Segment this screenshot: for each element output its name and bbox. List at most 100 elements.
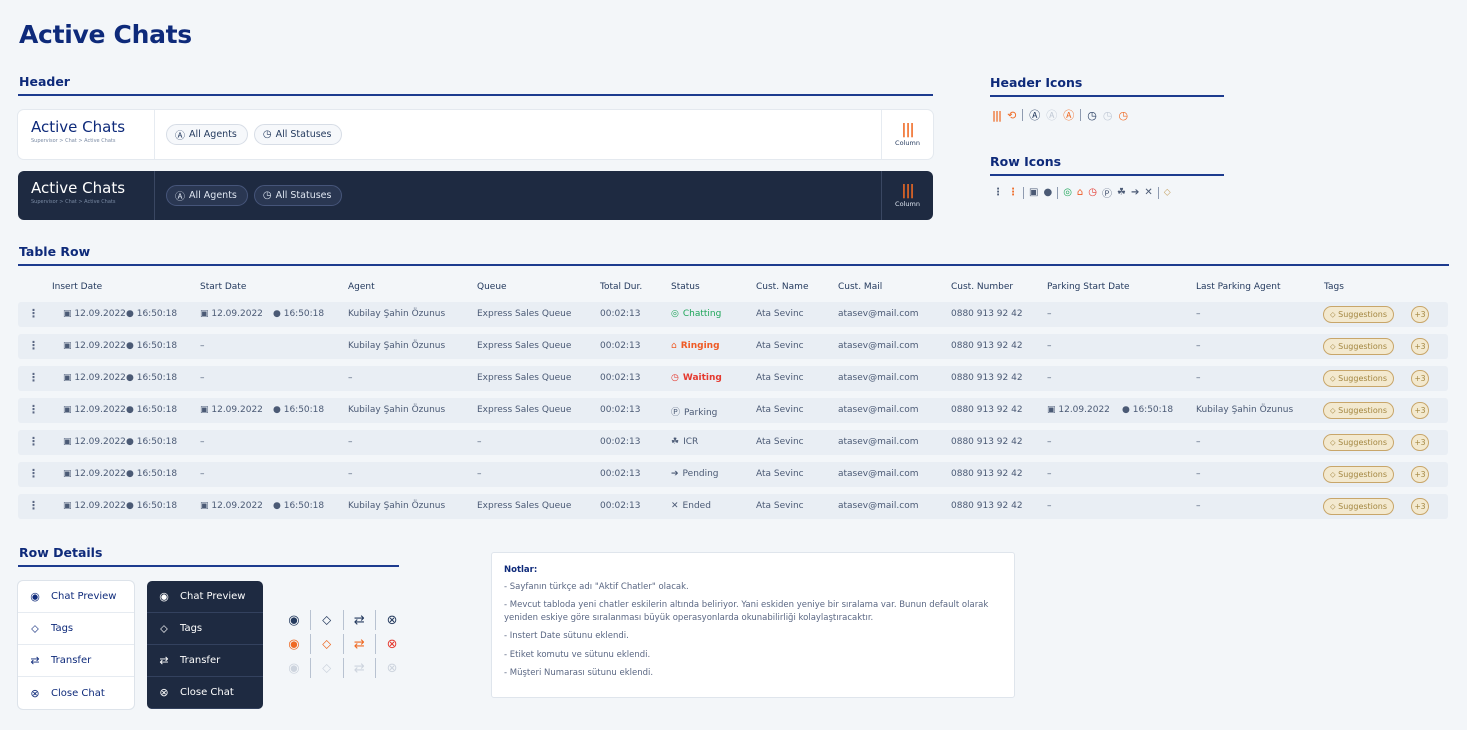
column-header[interactable]: Cust. Mail — [838, 282, 883, 292]
transfer-menu-item[interactable]: ⇄ Transfer — [147, 645, 263, 677]
column-header[interactable]: Total Dur. — [600, 282, 643, 292]
close-chat-menu-item[interactable]: ⊗ Close Chat — [18, 677, 134, 709]
more-tags-badge[interactable]: +3 — [1411, 370, 1429, 387]
kebab-icon[interactable]: ⋮ — [28, 435, 39, 448]
cell-insert-time: ● 16:50:18 — [126, 341, 178, 351]
chip-label: All Agents — [189, 129, 237, 140]
menu-item-label: Close Chat — [51, 687, 105, 699]
column-button[interactable]: ||| Column — [881, 110, 933, 159]
cell-queue: Express Sales Queue — [477, 341, 572, 351]
table-header: Insert Date Start Date Agent Queue Total… — [18, 282, 1448, 294]
tags-menu-item[interactable]: ⬦ Tags — [147, 613, 263, 645]
kebab-icon[interactable]: ⋮ — [28, 307, 39, 320]
tags-menu-item[interactable]: ⬦ Tags — [18, 613, 134, 645]
cell-start-date: – — [200, 341, 205, 351]
close-circle-icon: ⊗ — [386, 636, 398, 652]
more-tags-badge[interactable]: +3 — [1411, 338, 1429, 355]
divider — [990, 174, 1224, 176]
column-header[interactable]: Agent — [348, 282, 375, 292]
cell-cust-mail: atasev@mail.com — [838, 341, 919, 351]
cell-insert-time: ● 16:50:18 — [126, 405, 178, 415]
cell-insert-date: ▣ 12.09.2022 — [63, 501, 126, 511]
chip-label: All Agents — [189, 190, 237, 201]
column-header[interactable]: Cust. Number — [951, 282, 1014, 292]
column-header[interactable]: Insert Date — [52, 282, 103, 292]
x-icon: ✕ — [1144, 187, 1153, 198]
tag-icon: ⬦ — [322, 660, 332, 676]
divider — [18, 264, 1449, 266]
more-tags-badge[interactable]: +3 — [1411, 402, 1429, 419]
column-header[interactable]: Parking Start Date — [1047, 282, 1130, 292]
table-row[interactable]: ⋮ ▣ 12.09.2022 ● 16:50:18 – – – 00:02:13 ➔ Pendi… — [18, 462, 1448, 487]
cell-queue: – — [477, 469, 482, 479]
tag-suggestions-pill[interactable]: ⬦ Suggestions — [1323, 498, 1395, 515]
close-circle-icon: ⊗ — [159, 686, 169, 699]
column-header[interactable]: Last Parking Agent — [1196, 282, 1281, 292]
table-row[interactable]: ⋮ ▣ 12.09.2022 ● 16:50:18 ▣ 12.09.2022 ● 16:… — [18, 398, 1448, 423]
transfer-icon: ⇄ — [353, 660, 365, 676]
clock-icon: ◷ — [1088, 187, 1098, 198]
agent-icon: Ⓐ — [1029, 109, 1041, 122]
chat-preview-menu-item[interactable]: ◉ Chat Preview — [18, 581, 134, 613]
chat-preview-menu-item[interactable]: ◉ Chat Preview — [147, 581, 263, 613]
table-row[interactable]: ⋮ ▣ 12.09.2022 ● 16:50:18 – Kubilay Şahin Öz… — [18, 334, 1448, 359]
all-agents-filter[interactable]: Ⓐ All Agents — [166, 185, 248, 206]
x-icon: ✕ — [671, 501, 679, 511]
kebab-icon[interactable]: ⋮ — [28, 467, 39, 480]
more-tags-badge[interactable]: +3 — [1411, 306, 1429, 323]
column-header[interactable]: Queue — [477, 282, 507, 292]
clock-icon: ◷ — [262, 190, 272, 201]
tag-suggestions-pill[interactable]: ⬦ Suggestions — [1323, 370, 1395, 387]
table-row[interactable]: ⋮ ▣ 12.09.2022 ● 16:50:18 – – – 00:02:13 ☘ ICR At… — [18, 430, 1448, 455]
kebab-icon[interactable]: ⋮ — [28, 403, 39, 416]
tag-suggestions-pill[interactable]: ⬦ Suggestions — [1323, 402, 1395, 419]
transfer-menu-item[interactable]: ⇄ Transfer — [18, 645, 134, 677]
more-tags-badge[interactable]: +3 — [1411, 466, 1429, 483]
column-header[interactable]: Tags — [1324, 282, 1344, 292]
all-statuses-filter[interactable]: ◷ All Statuses — [253, 124, 343, 145]
section-header-title: Header — [19, 74, 70, 89]
cell-duration: 00:02:13 — [600, 373, 641, 383]
tag-suggestions-pill[interactable]: ⬦ Suggestions — [1323, 466, 1395, 483]
cell-cust-name: Ata Sevinc — [756, 437, 804, 447]
more-tags-badge[interactable]: +3 — [1411, 498, 1429, 515]
transfer-icon: ⇄ — [159, 654, 169, 667]
note-line: - Mevcut tabloda yeni chatler eskilerin … — [504, 600, 989, 623]
cell-start-date: ▣ 12.09.2022 — [200, 405, 263, 415]
table-row[interactable]: ⋮ ▣ 12.09.2022 ● 16:50:18 ▣ 12.09.2022 ● 16:… — [18, 302, 1448, 327]
tag-icon: ⬦ — [160, 621, 168, 635]
column-header[interactable]: Status — [671, 282, 700, 292]
cell-status: ☘ ICR — [671, 437, 699, 447]
tag-suggestions-pill[interactable]: ⬦ Suggestions — [1323, 434, 1395, 451]
cell-status: ◷ Waiting — [671, 373, 722, 383]
column-header[interactable]: Cust. Name — [756, 282, 809, 292]
column-header[interactable]: Start Date — [200, 282, 247, 292]
kebab-icon[interactable]: ⋮ — [28, 371, 39, 384]
all-agents-filter[interactable]: Ⓐ All Agents — [166, 124, 248, 145]
close-chat-menu-item[interactable]: ⊗ Close Chat — [147, 677, 263, 709]
cell-insert-date: ▣ 12.09.2022 — [63, 373, 126, 383]
tag-suggestions-pill[interactable]: ⬦ Suggestions — [1323, 338, 1395, 355]
cell-last-parking-agent: – — [1196, 309, 1201, 319]
parking-icon: Ⓟ — [1102, 189, 1113, 200]
chat-bubble-icon: ◎ — [671, 309, 679, 319]
cell-start-time: ● 16:50:18 — [273, 405, 325, 415]
separator — [1080, 109, 1082, 121]
refresh-icon: ⟲ — [1007, 108, 1017, 122]
more-tags-badge[interactable]: +3 — [1411, 434, 1429, 451]
table-row[interactable]: ⋮ ▣ 12.09.2022 ● 16:50:18 – – Express Sales Q… — [18, 366, 1448, 391]
cell-last-parking-agent: Kubilay Şahin Özunus — [1196, 405, 1294, 415]
all-statuses-filter[interactable]: ◷ All Statuses — [253, 185, 343, 206]
kebab-icon[interactable]: ⋮ — [28, 499, 39, 512]
tag-suggestions-pill[interactable]: ⬦ Suggestions — [1323, 306, 1395, 323]
menu-item-label: Chat Preview — [51, 591, 117, 602]
column-button[interactable]: ||| Column — [881, 171, 933, 220]
cell-duration: 00:02:13 — [600, 405, 641, 415]
kebab-icon[interactable]: ⋮ — [28, 339, 39, 352]
table-row[interactable]: ⋮ ▣ 12.09.2022 ● 16:50:18 ▣ 12.09.2022 ● 16:… — [18, 494, 1448, 519]
cell-start-time: ● 16:50:18 — [273, 309, 325, 319]
cell-insert-date: ▣ 12.09.2022 — [63, 437, 126, 447]
cell-cust-number: 0880 913 92 42 — [951, 405, 1023, 415]
agent-icon: Ⓐ — [175, 192, 185, 203]
chip-label: All Statuses — [275, 129, 332, 140]
